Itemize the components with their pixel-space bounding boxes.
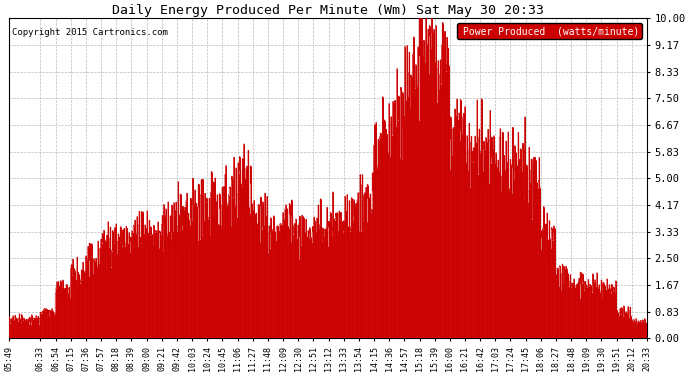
Title: Daily Energy Produced Per Minute (Wm) Sat May 30 20:33: Daily Energy Produced Per Minute (Wm) Sa… [112,4,544,17]
Text: Copyright 2015 Cartronics.com: Copyright 2015 Cartronics.com [12,28,168,37]
Legend: Power Produced  (watts/minute): Power Produced (watts/minute) [457,23,642,39]
